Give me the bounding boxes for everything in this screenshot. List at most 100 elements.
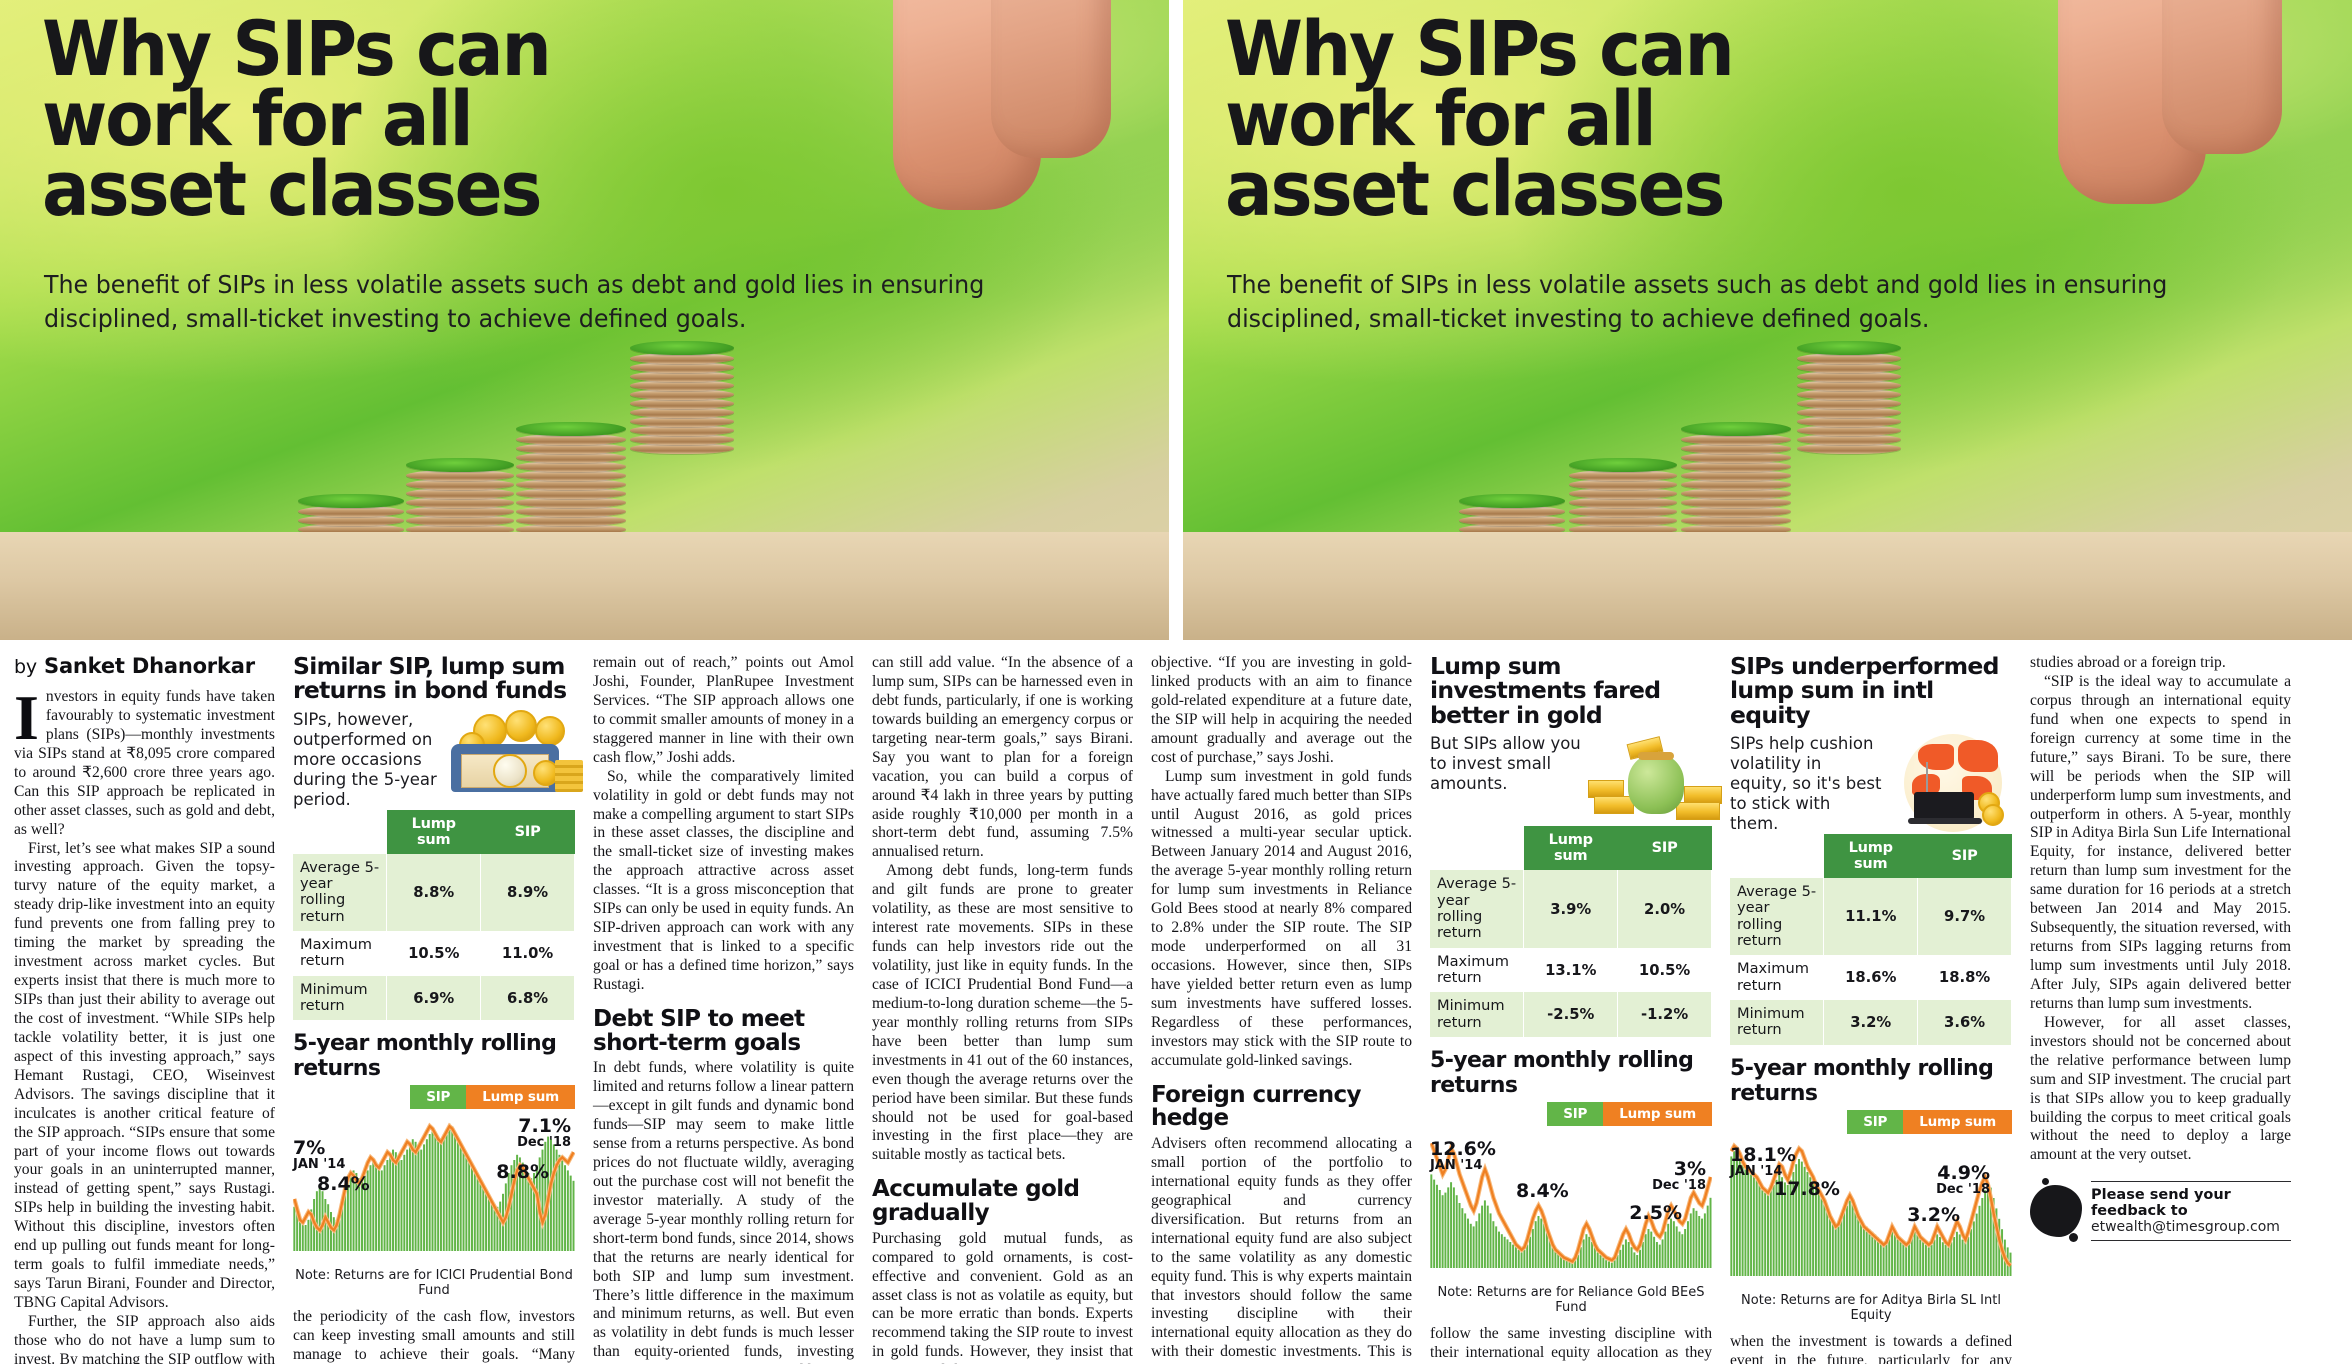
paragraph-fx-1-cont3: studies abroad or a foreign trip. xyxy=(2030,654,2226,671)
coin-stack-2 xyxy=(406,440,514,544)
annotation-left-top: 12.6% JAN '14 xyxy=(1430,1138,1496,1174)
row-label: Maximum return xyxy=(293,931,388,976)
cell-lumpsum: 18.6% xyxy=(1823,955,1919,1001)
col-header-blank xyxy=(293,810,387,854)
card-kicker-intl: SIPs help cushion volatility in equity, … xyxy=(1730,734,1882,834)
paragraph-gold-1: Purchasing gold mutual funds, as compare… xyxy=(872,1229,1133,1364)
cell-lumpsum: 11.1% xyxy=(1823,878,1919,956)
annotation-left-top: 18.1% JAN '14 xyxy=(1730,1143,1796,1179)
article-column-3: remain out of reach,” points out Amol Jo… xyxy=(593,654,872,1364)
sip-bars xyxy=(1430,1174,1712,1269)
cell-sip: 3.6% xyxy=(1917,1000,2012,1045)
feedback-box: Please send your feedback to etwealth@ti… xyxy=(2030,1178,2291,1243)
coin-stack-2 xyxy=(1569,440,1677,544)
paragraph-3: Further, the SIP approach also aids thos… xyxy=(14,1312,275,1364)
infographic-bond: Similar SIP, lump sum returns in bond fu… xyxy=(293,652,583,1299)
row-label: Minimum return xyxy=(1730,1000,1825,1045)
annotation-right-mid: 3.2% xyxy=(1907,1203,1960,1226)
card-kicker-gold: But SIPs allow you to invest small amoun… xyxy=(1430,734,1581,794)
coin-stack-4 xyxy=(1797,230,1901,454)
annotation-left-top: 7% JAN '14 xyxy=(293,1137,346,1173)
col-header-blank xyxy=(1730,834,1824,878)
chart-svg-gold xyxy=(1430,1142,1712,1269)
article-column-4: can still add value. “In the absence of … xyxy=(872,654,1151,1364)
chart-legend: SIP Lump sum xyxy=(1730,1109,2012,1134)
table-row: Average 5-year rolling return 8.8% 8.9% xyxy=(293,853,575,932)
card-title-intl: SIPs underperformed lump sum in intl equ… xyxy=(1730,652,1999,729)
globe-laptop-illustration xyxy=(1888,734,2012,833)
table-row: Minimum return 6.9% 6.8% xyxy=(293,975,575,1021)
chart-title-bond-rolling: 5-year monthly rolling returns xyxy=(293,1031,557,1082)
paragraph-fx-1-cont: follow the same investing discipline wit… xyxy=(1430,1325,1712,1364)
table-row: Maximum return 13.1% 10.5% xyxy=(1430,947,1712,993)
hero-banner-left: Why SIPs can work for all asset classes … xyxy=(0,0,1169,640)
chart-note-bond: Note: Returns are for ICICI Prudential B… xyxy=(295,1268,573,1299)
paragraph-fx-1: Advisers often recommend allocating a sm… xyxy=(1151,1135,1412,1364)
cell-sip: 8.9% xyxy=(480,853,575,932)
paragraph-gold-2: Lump sum investment in gold funds have a… xyxy=(1151,767,1412,1069)
table-row: Maximum return 18.6% 18.8% xyxy=(1730,955,2012,1001)
legend-sip: SIP xyxy=(410,1085,467,1110)
cell-sip: 2.0% xyxy=(1617,870,1712,948)
card-title-gold: Lump sum investments fared better in gol… xyxy=(1430,652,1661,729)
coin-stack-4 xyxy=(630,230,734,454)
heading-foreign-currency: Foreign currency hedge xyxy=(1151,1081,1362,1132)
wallet-coins-illustration xyxy=(451,709,583,802)
row-label: Average 5-year rolling return xyxy=(1730,878,1825,956)
legend-lumpsum: Lump sum xyxy=(1903,1109,2012,1134)
hand-finger-graphic-2 xyxy=(991,0,1111,158)
chart-bond-rolling: 7% JAN '14 8.4% 7.1% Dec '18 8.8% xyxy=(293,1113,575,1263)
paragraph-fx-2: “SIP is the ideal way to accumulate a co… xyxy=(2030,672,2291,1012)
legend-lumpsum: Lump sum xyxy=(466,1085,575,1110)
returns-table-intl: Lump sum SIP Average 5-year rolling retu… xyxy=(1730,834,2012,1045)
byline-prefix: by xyxy=(14,656,37,678)
paragraph-fx-3: However, for all asset classes, investor… xyxy=(2030,1013,2291,1164)
article-column-1: by Sanket Dhanorkar Investors in equity … xyxy=(14,654,293,1364)
coin-stack-3 xyxy=(1681,394,1791,544)
hero-banner-row: Why SIPs can work for all asset classes … xyxy=(0,0,2352,640)
heading-debt-sip: Debt SIP to meet short-term goals xyxy=(593,1005,805,1056)
cell-lumpsum: 3.9% xyxy=(1523,870,1619,948)
annotation-left-mid: 8.4% xyxy=(1516,1180,1569,1203)
table-row: Minimum return 3.2% 3.6% xyxy=(1730,1000,2012,1045)
paragraph-4a: remain out of reach,” points out Amol Jo… xyxy=(593,654,854,766)
cell-sip: -1.2% xyxy=(1617,992,1712,1038)
paragraph-3-cont: the periodicity of the cash flow, invest… xyxy=(293,1308,575,1364)
article-column-5: objective. “If you are investing in gold… xyxy=(1151,654,1430,1364)
card-title-bond: Similar SIP, lump sum returns in bond fu… xyxy=(293,652,567,705)
col-header-lumpsum: Lump sum xyxy=(386,809,481,854)
table-row: Average 5-year rolling return 3.9% 2.0% xyxy=(1430,870,1712,948)
byline-author: Sanket Dhanorkar xyxy=(44,654,255,678)
article-column-6: Lump sum investments fared better in gol… xyxy=(1430,654,1730,1364)
paragraph-gold-1-cont: objective. “If you are investing in gold… xyxy=(1151,654,1412,766)
lumpsum-line xyxy=(1730,1143,2012,1267)
coin-stack-3 xyxy=(516,394,626,544)
paragraph-fx-1-cont2: when the investment is towards a defined… xyxy=(1730,1332,2012,1364)
cell-sip: 18.8% xyxy=(1917,955,2012,1001)
hero-subtitle-left: The benefit of SIPs in less volatile ass… xyxy=(44,270,985,333)
article-body: by Sanket Dhanorkar Investors in equity … xyxy=(0,654,2352,1364)
infographic-intl: SIPs underperformed lump sum in intl equ… xyxy=(1730,654,2012,1323)
lumpsum-line xyxy=(293,1124,575,1233)
table-row: Minimum return -2.5% -1.2% xyxy=(1430,992,1712,1038)
annotation-right-top: 4.9% Dec '18 xyxy=(1936,1161,1990,1197)
table-surface xyxy=(0,532,1169,640)
hero-title-right: Why SIPs can work for all asset classes xyxy=(1225,4,1735,233)
cell-lumpsum: -2.5% xyxy=(1523,992,1619,1038)
col-header-lumpsum: Lump sum xyxy=(1823,834,1918,879)
paragraph-4: So, while the comparatively limited vola… xyxy=(593,767,854,993)
ink-splat-icon xyxy=(2030,1178,2082,1243)
chart-svg-bond xyxy=(293,1123,575,1252)
row-label: Minimum return xyxy=(293,975,388,1021)
infographic-gold: Lump sum investments fared better in gol… xyxy=(1430,652,1722,1315)
annotation-right-mid: 2.5% xyxy=(1629,1202,1682,1225)
col-header-sip: SIP xyxy=(480,809,575,854)
feedback-email[interactable]: etwealth@timesgroup.com xyxy=(2091,1219,2280,1236)
col-header-lumpsum: Lump sum xyxy=(1523,826,1618,871)
sip-bars xyxy=(1730,1151,2012,1276)
annotation-right-mid: 8.8% xyxy=(496,1161,549,1184)
hand-finger-graphic-2 xyxy=(2162,0,2282,154)
paragraph-debt-1-cont: can still add value. “In the absence of … xyxy=(872,654,1133,861)
sip-bars xyxy=(293,1123,575,1252)
cell-lumpsum: 10.5% xyxy=(386,931,482,976)
